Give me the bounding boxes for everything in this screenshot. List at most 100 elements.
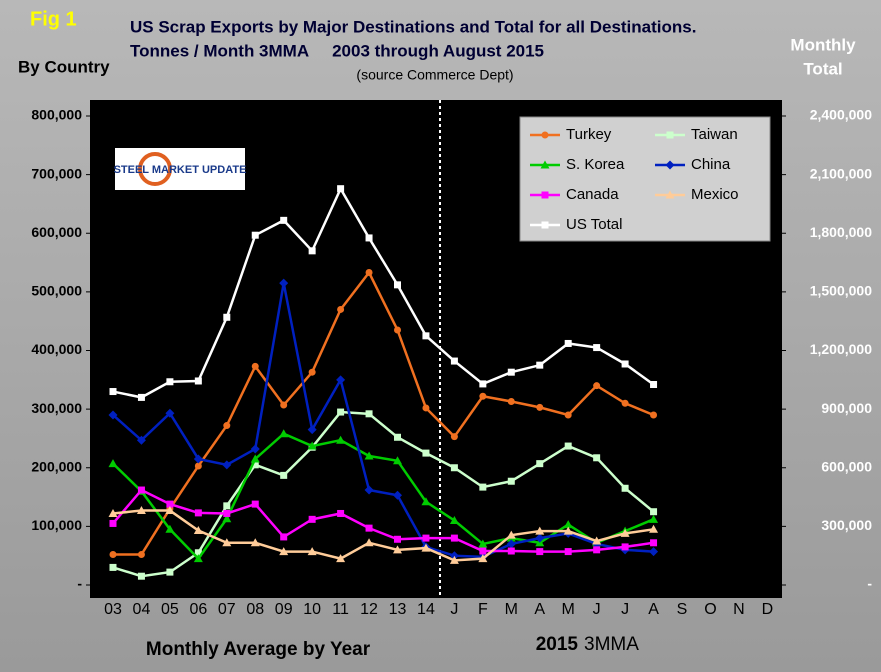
legend: Turkey Taiwan S. Korea China Canada Mexico US … [519, 116, 771, 242]
y2-axis-label: Total [803, 59, 842, 78]
marker [364, 538, 374, 547]
marker [109, 563, 117, 571]
y-tick-label: 200,000 [31, 458, 82, 474]
marker [137, 551, 145, 559]
marker [650, 381, 658, 389]
marker [450, 534, 458, 542]
marker [137, 393, 145, 401]
y2-tick-label: - [867, 576, 872, 592]
marker [136, 506, 146, 515]
x-tick-label: A [648, 601, 659, 618]
logo-ring [138, 152, 172, 186]
marker [166, 568, 174, 576]
x-axis-label-year: 2015 [536, 634, 579, 655]
marker [194, 462, 202, 470]
marker [165, 506, 175, 515]
x-tick-label: 14 [417, 601, 435, 618]
marker [165, 408, 175, 418]
marker [251, 231, 259, 239]
marker [478, 539, 488, 548]
x-tick-label: 07 [218, 601, 236, 618]
marker [665, 190, 675, 199]
marker [393, 456, 402, 465]
y-tick-label: 100,000 [31, 517, 82, 533]
y2-tick-label: 2,400,000 [810, 107, 872, 123]
marker [280, 471, 288, 479]
legend-label: China [691, 156, 731, 173]
x-tick-label: 09 [275, 601, 293, 618]
marker [506, 539, 516, 549]
x-tick-label: M [505, 601, 518, 618]
marker [336, 554, 346, 563]
legend-box [519, 116, 771, 242]
marker [108, 410, 118, 420]
marker [394, 535, 401, 543]
y-tick-label: 300,000 [31, 400, 82, 416]
x-tick-label: 05 [161, 601, 179, 618]
marker [541, 131, 549, 139]
legend-label: US Total [566, 216, 622, 233]
marker [592, 536, 602, 545]
marker [422, 449, 430, 457]
marker [108, 508, 118, 517]
marker [564, 442, 572, 450]
marker [251, 461, 259, 469]
marker [593, 382, 601, 390]
marker [307, 547, 317, 556]
marker [193, 525, 203, 534]
marker [422, 404, 430, 412]
marker [250, 454, 260, 463]
marker [280, 533, 288, 541]
x-tick-label: J [593, 601, 601, 618]
marker [650, 411, 658, 419]
marker [222, 460, 232, 470]
marker [251, 500, 259, 508]
marker [536, 403, 544, 411]
marker [222, 514, 232, 523]
y2-tick-label: 900,000 [821, 400, 872, 416]
marker [137, 486, 145, 494]
x-axis-label: Monthly Average by Year [146, 639, 371, 660]
series-line [112, 509, 654, 562]
marker [536, 460, 544, 468]
y2-tick-label: 1,200,000 [810, 341, 872, 357]
logo-text: STEEL MARKET UPDATE [114, 164, 247, 176]
marker [108, 459, 118, 468]
marker [479, 547, 487, 555]
marker [450, 464, 458, 472]
marker [223, 509, 231, 517]
marker [563, 520, 573, 529]
legend-label: Turkey [566, 126, 612, 143]
marker [364, 451, 374, 460]
marker [308, 515, 316, 523]
marker [365, 269, 373, 277]
marker [223, 502, 231, 510]
x-tick-label: O [704, 601, 716, 618]
marker [336, 435, 346, 444]
x-tick-label: 06 [189, 601, 207, 618]
logo: STEEL MARKET UPDATE [114, 148, 247, 190]
marker [507, 398, 515, 406]
marker [307, 425, 317, 435]
marker [541, 191, 549, 199]
marker [337, 408, 345, 416]
marker [223, 313, 231, 321]
marker [194, 377, 202, 385]
y2-tick-label: 300,000 [821, 517, 872, 533]
marker [337, 509, 345, 517]
marker [449, 555, 459, 564]
marker [665, 160, 675, 170]
marker [449, 551, 459, 561]
marker [307, 441, 317, 450]
series-line [112, 410, 655, 578]
marker [166, 378, 174, 386]
marker [564, 339, 572, 347]
marker [649, 514, 659, 523]
marker [364, 485, 374, 495]
marker [479, 392, 487, 400]
marker [649, 524, 659, 533]
marker [422, 534, 430, 542]
marker [251, 362, 259, 370]
marker [564, 411, 572, 419]
